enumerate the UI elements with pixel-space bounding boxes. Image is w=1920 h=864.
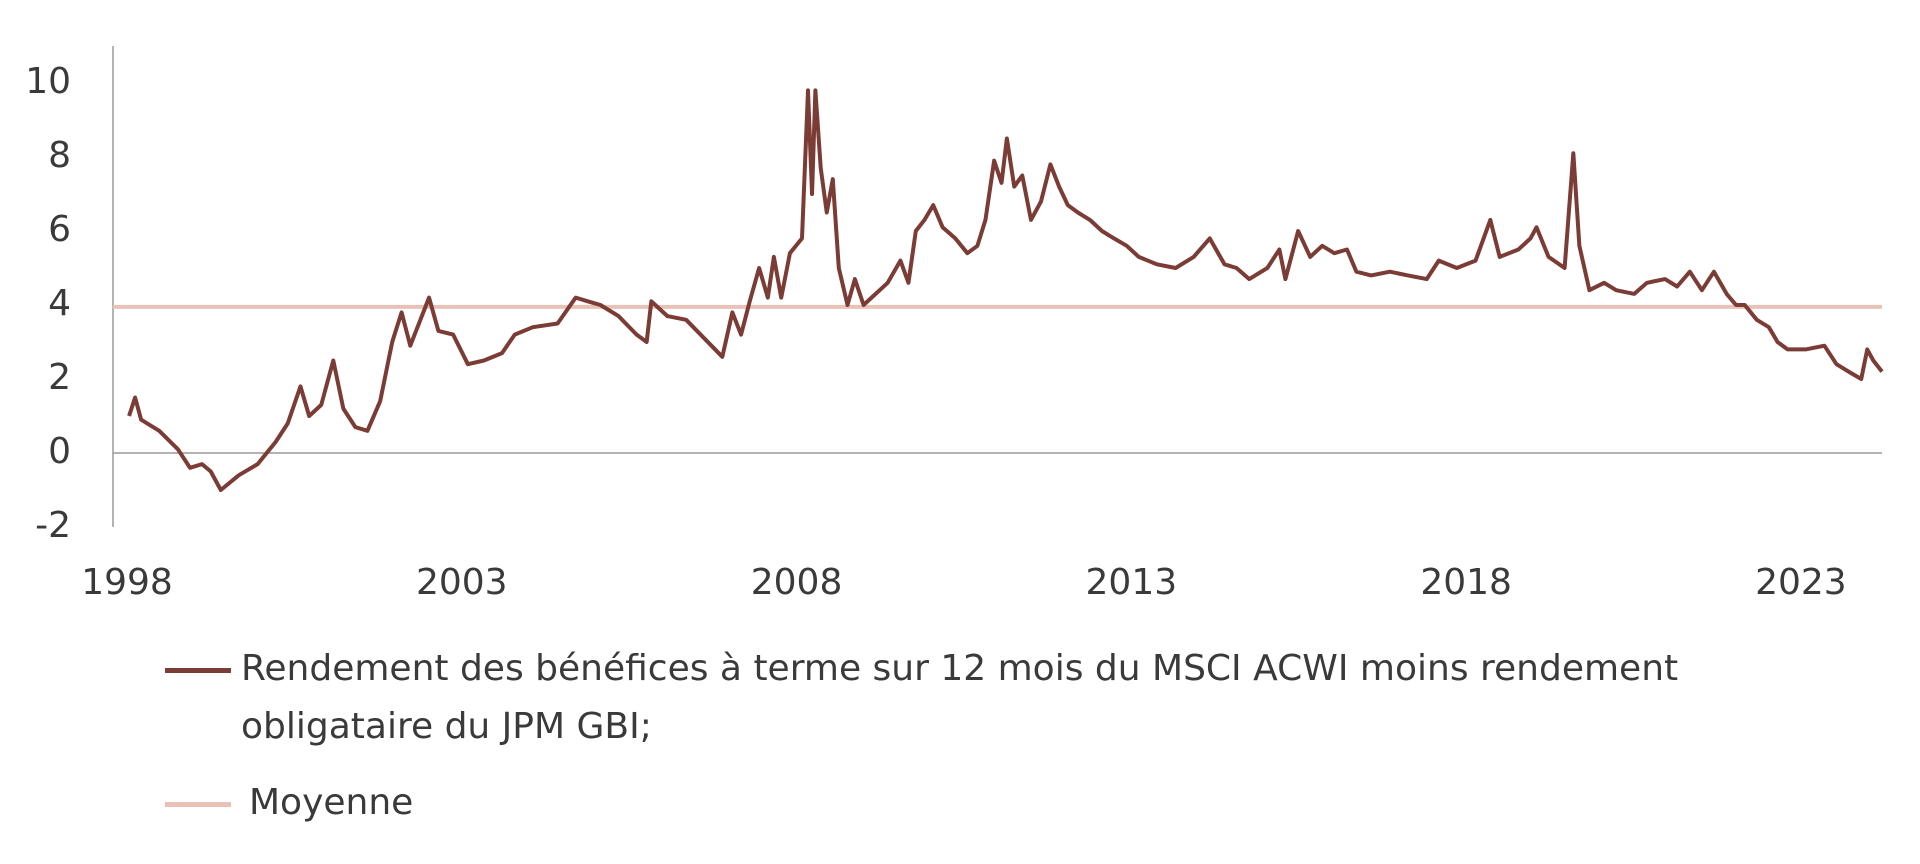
y-tick-label: 10 — [25, 61, 71, 102]
x-tick-label: 2003 — [416, 562, 508, 603]
y-tick-label: 2 — [48, 357, 71, 398]
legend-swatch — [165, 668, 231, 673]
legend-label: Moyenne — [249, 782, 414, 823]
legend-label: Rendement des bénéfices à terme sur 12 m… — [241, 648, 1679, 747]
x-tick-label: 2018 — [1420, 562, 1512, 603]
legend-item: Moyenne — [165, 774, 1785, 832]
chart: -2 0 2 4 6 8 10 1998 2003 2008 2013 2018 2023 — [25, 46, 1884, 603]
legend-item: Rendement des bénéfices à terme sur 12 m… — [165, 640, 1785, 756]
x-tick-label: 2023 — [1755, 562, 1847, 603]
legend-swatch — [165, 802, 231, 807]
y-tick-label: 0 — [48, 431, 71, 472]
y-tick-label: 6 — [48, 209, 71, 250]
x-tick-label: 2008 — [751, 562, 843, 603]
legend: Rendement des bénéfices à terme sur 12 m… — [165, 640, 1785, 850]
data-line — [127, 88, 1884, 492]
x-tick-label: 2013 — [1086, 562, 1178, 603]
y-tick-label: -2 — [35, 505, 71, 546]
y-tick-label: 8 — [48, 135, 71, 176]
y-tick-label: 4 — [48, 283, 71, 324]
x-tick-label: 1998 — [81, 562, 173, 603]
